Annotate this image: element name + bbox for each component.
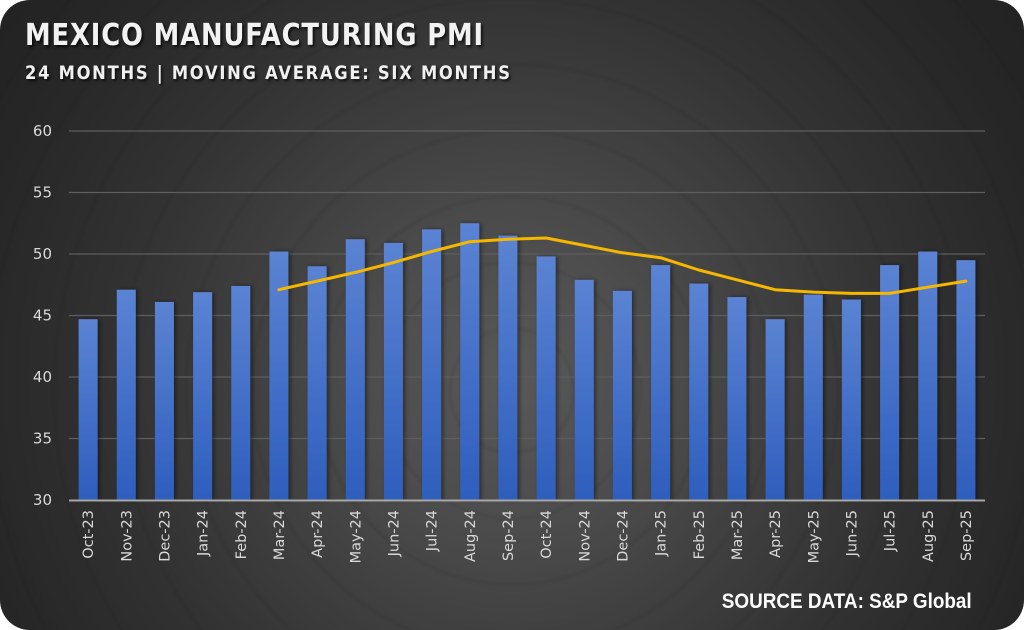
bar-feb-24 [231, 285, 251, 500]
x-tick-label: Nov-24 [577, 510, 593, 562]
moving-average-series [277, 236, 968, 295]
x-tick-label: Dec-23 [157, 510, 173, 562]
y-tick-label: 55 [33, 184, 52, 202]
bar-mar-24 [269, 251, 289, 500]
moving-average-line [277, 236, 968, 295]
x-tick-label: May-25 [806, 510, 822, 563]
y-axis-ticks: 30 35 40 45 50 55 60 [33, 122, 52, 509]
bar-jun-25 [841, 299, 861, 500]
x-tick-label: Sep-25 [959, 510, 975, 561]
bar-sep-25 [956, 260, 976, 500]
chart-subtitle: 24 MONTHS | MOVING AVERAGE: SIX MONTHS [25, 62, 512, 84]
x-tick-label: Oct-24 [539, 510, 555, 559]
x-tick-label: Jan-25 [654, 510, 670, 557]
bar-may-25 [803, 294, 823, 500]
bar-may-24 [345, 239, 365, 501]
bar-jul-24 [422, 229, 442, 500]
x-tick-label: Jul-25 [883, 510, 899, 552]
bar-oct-23 [78, 319, 98, 500]
bar-dec-23 [154, 301, 174, 500]
bars [78, 223, 976, 501]
chart-title: MEXICO MANUFACTURING PMI [25, 18, 484, 53]
bar-apr-24 [307, 266, 327, 500]
y-tick-label: 30 [33, 491, 52, 509]
x-tick-label: Feb-25 [692, 510, 708, 559]
x-tick-label: Aug-24 [463, 510, 479, 562]
x-tick-label: Mar-25 [730, 510, 746, 560]
bar-aug-25 [918, 251, 938, 500]
bar-nov-23 [116, 289, 136, 500]
bar-jan-24 [193, 292, 213, 500]
bar-feb-25 [689, 283, 709, 500]
x-tick-label: Dec-24 [615, 510, 631, 562]
x-tick-label: Apr-24 [310, 510, 326, 558]
x-tick-label: Aug-25 [921, 510, 937, 562]
bar-mar-25 [727, 297, 747, 500]
gridlines [69, 130, 985, 440]
bar-nov-24 [574, 279, 594, 500]
source-note: SOURCE DATA: S&P Global [722, 590, 972, 613]
bar-jun-24 [383, 242, 403, 500]
x-tick-label: Mar-24 [272, 510, 288, 560]
x-tick-label: May-24 [348, 510, 364, 563]
y-tick-label: 50 [33, 245, 52, 263]
bar-jul-25 [880, 265, 900, 500]
bar-oct-24 [536, 256, 556, 500]
y-tick-label: 60 [33, 122, 52, 140]
y-tick-label: 35 [33, 430, 52, 448]
x-tick-label: Jul-24 [425, 510, 441, 552]
x-tick-label: Feb-24 [234, 510, 250, 559]
x-axis-ticks: Oct-23 Nov-23 Dec-23 Jan-24 Feb-24 Mar-24 Apr-… [81, 510, 975, 563]
y-tick-label: 40 [33, 368, 52, 386]
bar-sep-24 [498, 235, 518, 501]
bar-apr-25 [765, 319, 785, 500]
bar-aug-24 [460, 223, 480, 500]
y-tick-label: 45 [33, 307, 52, 325]
x-tick-label: Apr-25 [768, 510, 784, 558]
x-tick-label: Jun-25 [844, 510, 860, 557]
x-tick-label: Oct-23 [81, 510, 97, 559]
bar-dec-24 [612, 290, 632, 500]
x-tick-label: Jan-24 [196, 510, 212, 557]
x-tick-label: Jun-24 [386, 510, 402, 557]
bar-jan-25 [651, 265, 671, 500]
x-tick-label: Nov-23 [119, 510, 135, 562]
x-tick-label: Sep-24 [501, 510, 517, 561]
